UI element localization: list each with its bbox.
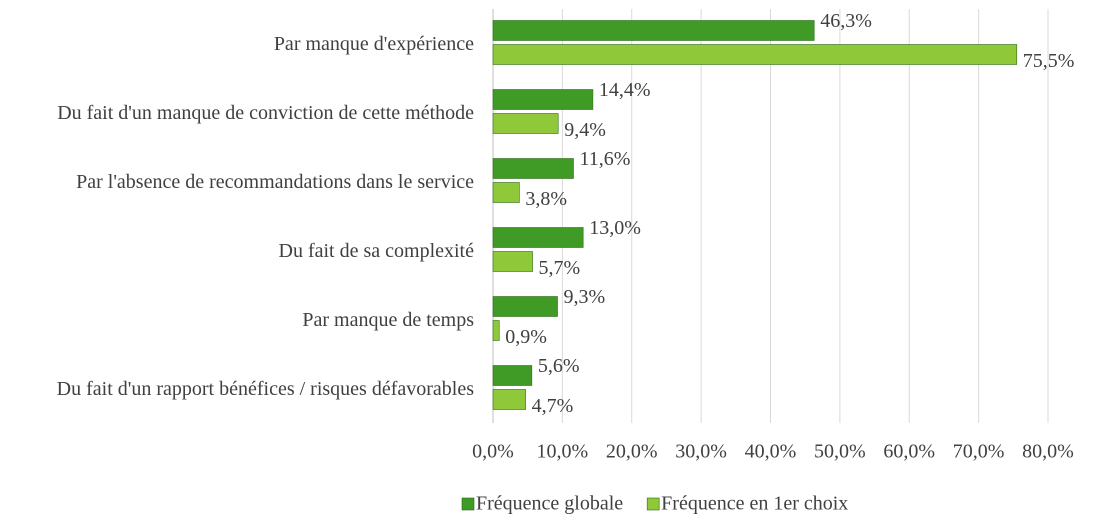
value-label: 14,4% (599, 79, 651, 101)
value-label: 9,3% (564, 286, 606, 308)
bar (492, 89, 594, 110)
x-tick-label: 20,0% (606, 441, 658, 463)
bar (492, 320, 500, 341)
bar (492, 113, 559, 134)
x-tick-label: 60,0% (883, 441, 935, 463)
value-label: 46,3% (820, 10, 872, 32)
bar (492, 158, 574, 179)
x-tick-label: 70,0% (953, 441, 1005, 463)
value-label: 5,6% (538, 355, 580, 377)
legend-swatch (646, 497, 660, 511)
x-tick-label: 50,0% (814, 441, 866, 463)
value-label: 0,9% (505, 326, 547, 348)
bar (492, 182, 520, 203)
value-label: 4,7% (532, 395, 574, 417)
category-label: Par manque d'expérience (273, 32, 474, 55)
value-label: 13,0% (589, 217, 641, 239)
bar (492, 251, 533, 272)
bar (492, 44, 1018, 65)
value-label: 75,5% (1023, 50, 1075, 72)
bar (492, 296, 558, 317)
legend-swatch (461, 497, 475, 511)
bar (492, 227, 584, 248)
x-tick-label: 10,0% (537, 441, 589, 463)
category-label: Par l'absence de recommandations dans le… (76, 170, 474, 193)
x-tick-label: 30,0% (675, 441, 727, 463)
legend-label: Fréquence globale (476, 493, 623, 515)
category-label: Par manque de temps (302, 308, 474, 331)
value-label: 5,7% (539, 257, 581, 279)
value-label: 9,4% (564, 119, 606, 141)
x-tick-label: 0,0% (472, 441, 514, 463)
category-label: Du fait de sa complexité (278, 239, 475, 262)
x-tick-label: 80,0% (1022, 441, 1074, 463)
category-label: Du fait d'un manque de conviction de cet… (57, 101, 474, 124)
legend-label: Fréquence en 1er choix (661, 493, 848, 515)
bar (492, 20, 815, 41)
bar (492, 389, 526, 410)
category-label: Du fait d'un rapport bénéfices / risques… (56, 377, 474, 400)
bar (492, 365, 533, 386)
value-label: 3,8% (525, 188, 567, 210)
x-tick-label: 40,0% (745, 441, 797, 463)
value-label: 11,6% (579, 148, 630, 170)
